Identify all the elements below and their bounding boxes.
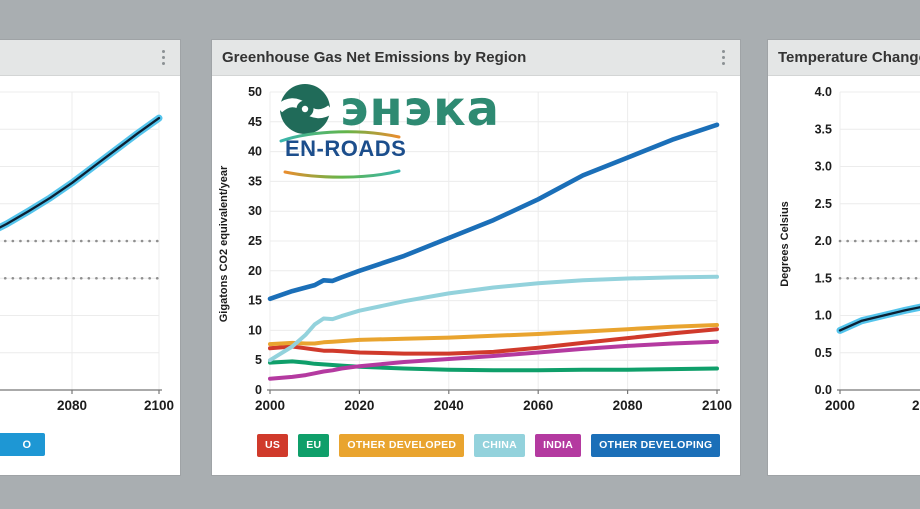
- panel-body: 2000202020402060208021000.00.51.01.52.02…: [0, 76, 180, 475]
- svg-text:2.0: 2.0: [815, 234, 832, 248]
- svg-text:30: 30: [248, 204, 262, 218]
- svg-text:35: 35: [248, 174, 262, 188]
- svg-text:20: 20: [248, 264, 262, 278]
- svg-text:2.5: 2.5: [815, 197, 832, 211]
- legend-chip-india: INDIA: [535, 434, 582, 457]
- kebab-menu-icon[interactable]: [716, 48, 730, 68]
- panel-body: 2000202020402060208021000.00.51.01.52.02…: [768, 76, 920, 475]
- legend-chip-partial: O: [0, 433, 45, 456]
- panel-header: Greenhouse Gas Net Emissions by Region: [212, 40, 740, 76]
- svg-text:3.0: 3.0: [815, 160, 832, 174]
- svg-text:45: 45: [248, 115, 262, 129]
- svg-text:40: 40: [248, 145, 262, 159]
- panel-header: Temperature Change: [768, 40, 920, 76]
- legend-chip-other-developing: OTHER DEVELOPING: [591, 434, 721, 457]
- svg-text:5: 5: [255, 353, 262, 367]
- svg-text:0: 0: [255, 383, 262, 397]
- svg-text:2020: 2020: [912, 398, 920, 413]
- svg-text:50: 50: [248, 85, 262, 99]
- svg-text:2000: 2000: [255, 398, 285, 413]
- svg-text:Degrees Celsius: Degrees Celsius: [779, 201, 791, 287]
- right-chart-panel: Temperature Change 200020202040206020802…: [768, 40, 920, 475]
- svg-text:10: 10: [248, 323, 262, 337]
- svg-text:2080: 2080: [613, 398, 643, 413]
- left-chart-panel: 2000202020402060208021000.00.51.01.52.02…: [0, 40, 180, 475]
- svg-text:2020: 2020: [344, 398, 374, 413]
- svg-text:2060: 2060: [523, 398, 553, 413]
- panel-body: 2000 2020 2040 2060 2080 2100 0 5 10 15 20 25 30 35 40…: [212, 76, 740, 475]
- legend-chip-china: CHINA: [474, 434, 526, 457]
- legend-chip-eu: EU: [298, 434, 330, 457]
- svg-text:15: 15: [248, 294, 262, 308]
- svg-text:0.5: 0.5: [815, 346, 832, 360]
- svg-text:25: 25: [248, 234, 262, 248]
- svg-text:0.0: 0.0: [815, 383, 832, 397]
- svg-text:3.5: 3.5: [815, 122, 832, 136]
- kebab-menu-icon[interactable]: [156, 48, 170, 68]
- svg-text:2080: 2080: [57, 398, 87, 413]
- legend-chip-us: US: [257, 434, 289, 457]
- center-chart-panel: Greenhouse Gas Net Emissions by Region 2…: [212, 40, 740, 475]
- svg-text:2100: 2100: [144, 398, 174, 413]
- svg-text:4.0: 4.0: [815, 85, 832, 99]
- svg-text:2100: 2100: [702, 398, 732, 413]
- svg-text:2040: 2040: [434, 398, 464, 413]
- panel-header: [0, 40, 180, 76]
- svg-text:1.5: 1.5: [815, 271, 832, 285]
- emissions-legend: US EU OTHER DEVELOPED CHINA INDIA OTHER DEVEL…: [257, 434, 721, 457]
- svg-text:Gigatons CO2 equivalent/year: Gigatons CO2 equivalent/year: [218, 165, 230, 322]
- temperature-chart-svg: 2000202020402060208021000.00.51.01.52.02…: [0, 91, 174, 413]
- legend-chip-other-developed: OTHER DEVELOPED: [339, 434, 465, 457]
- svg-text:1.0: 1.0: [815, 309, 832, 323]
- temperature-chart-svg: 2000202020402060208021000.00.51.01.52.02…: [779, 85, 920, 413]
- panel-title: Greenhouse Gas Net Emissions by Region: [222, 49, 527, 66]
- panel-title: Temperature Change: [778, 49, 920, 66]
- emissions-chart-svg: 2000 2020 2040 2060 2080 2100 0 5 10 15 20 25 30 35 40…: [218, 85, 732, 413]
- svg-text:2000: 2000: [825, 398, 855, 413]
